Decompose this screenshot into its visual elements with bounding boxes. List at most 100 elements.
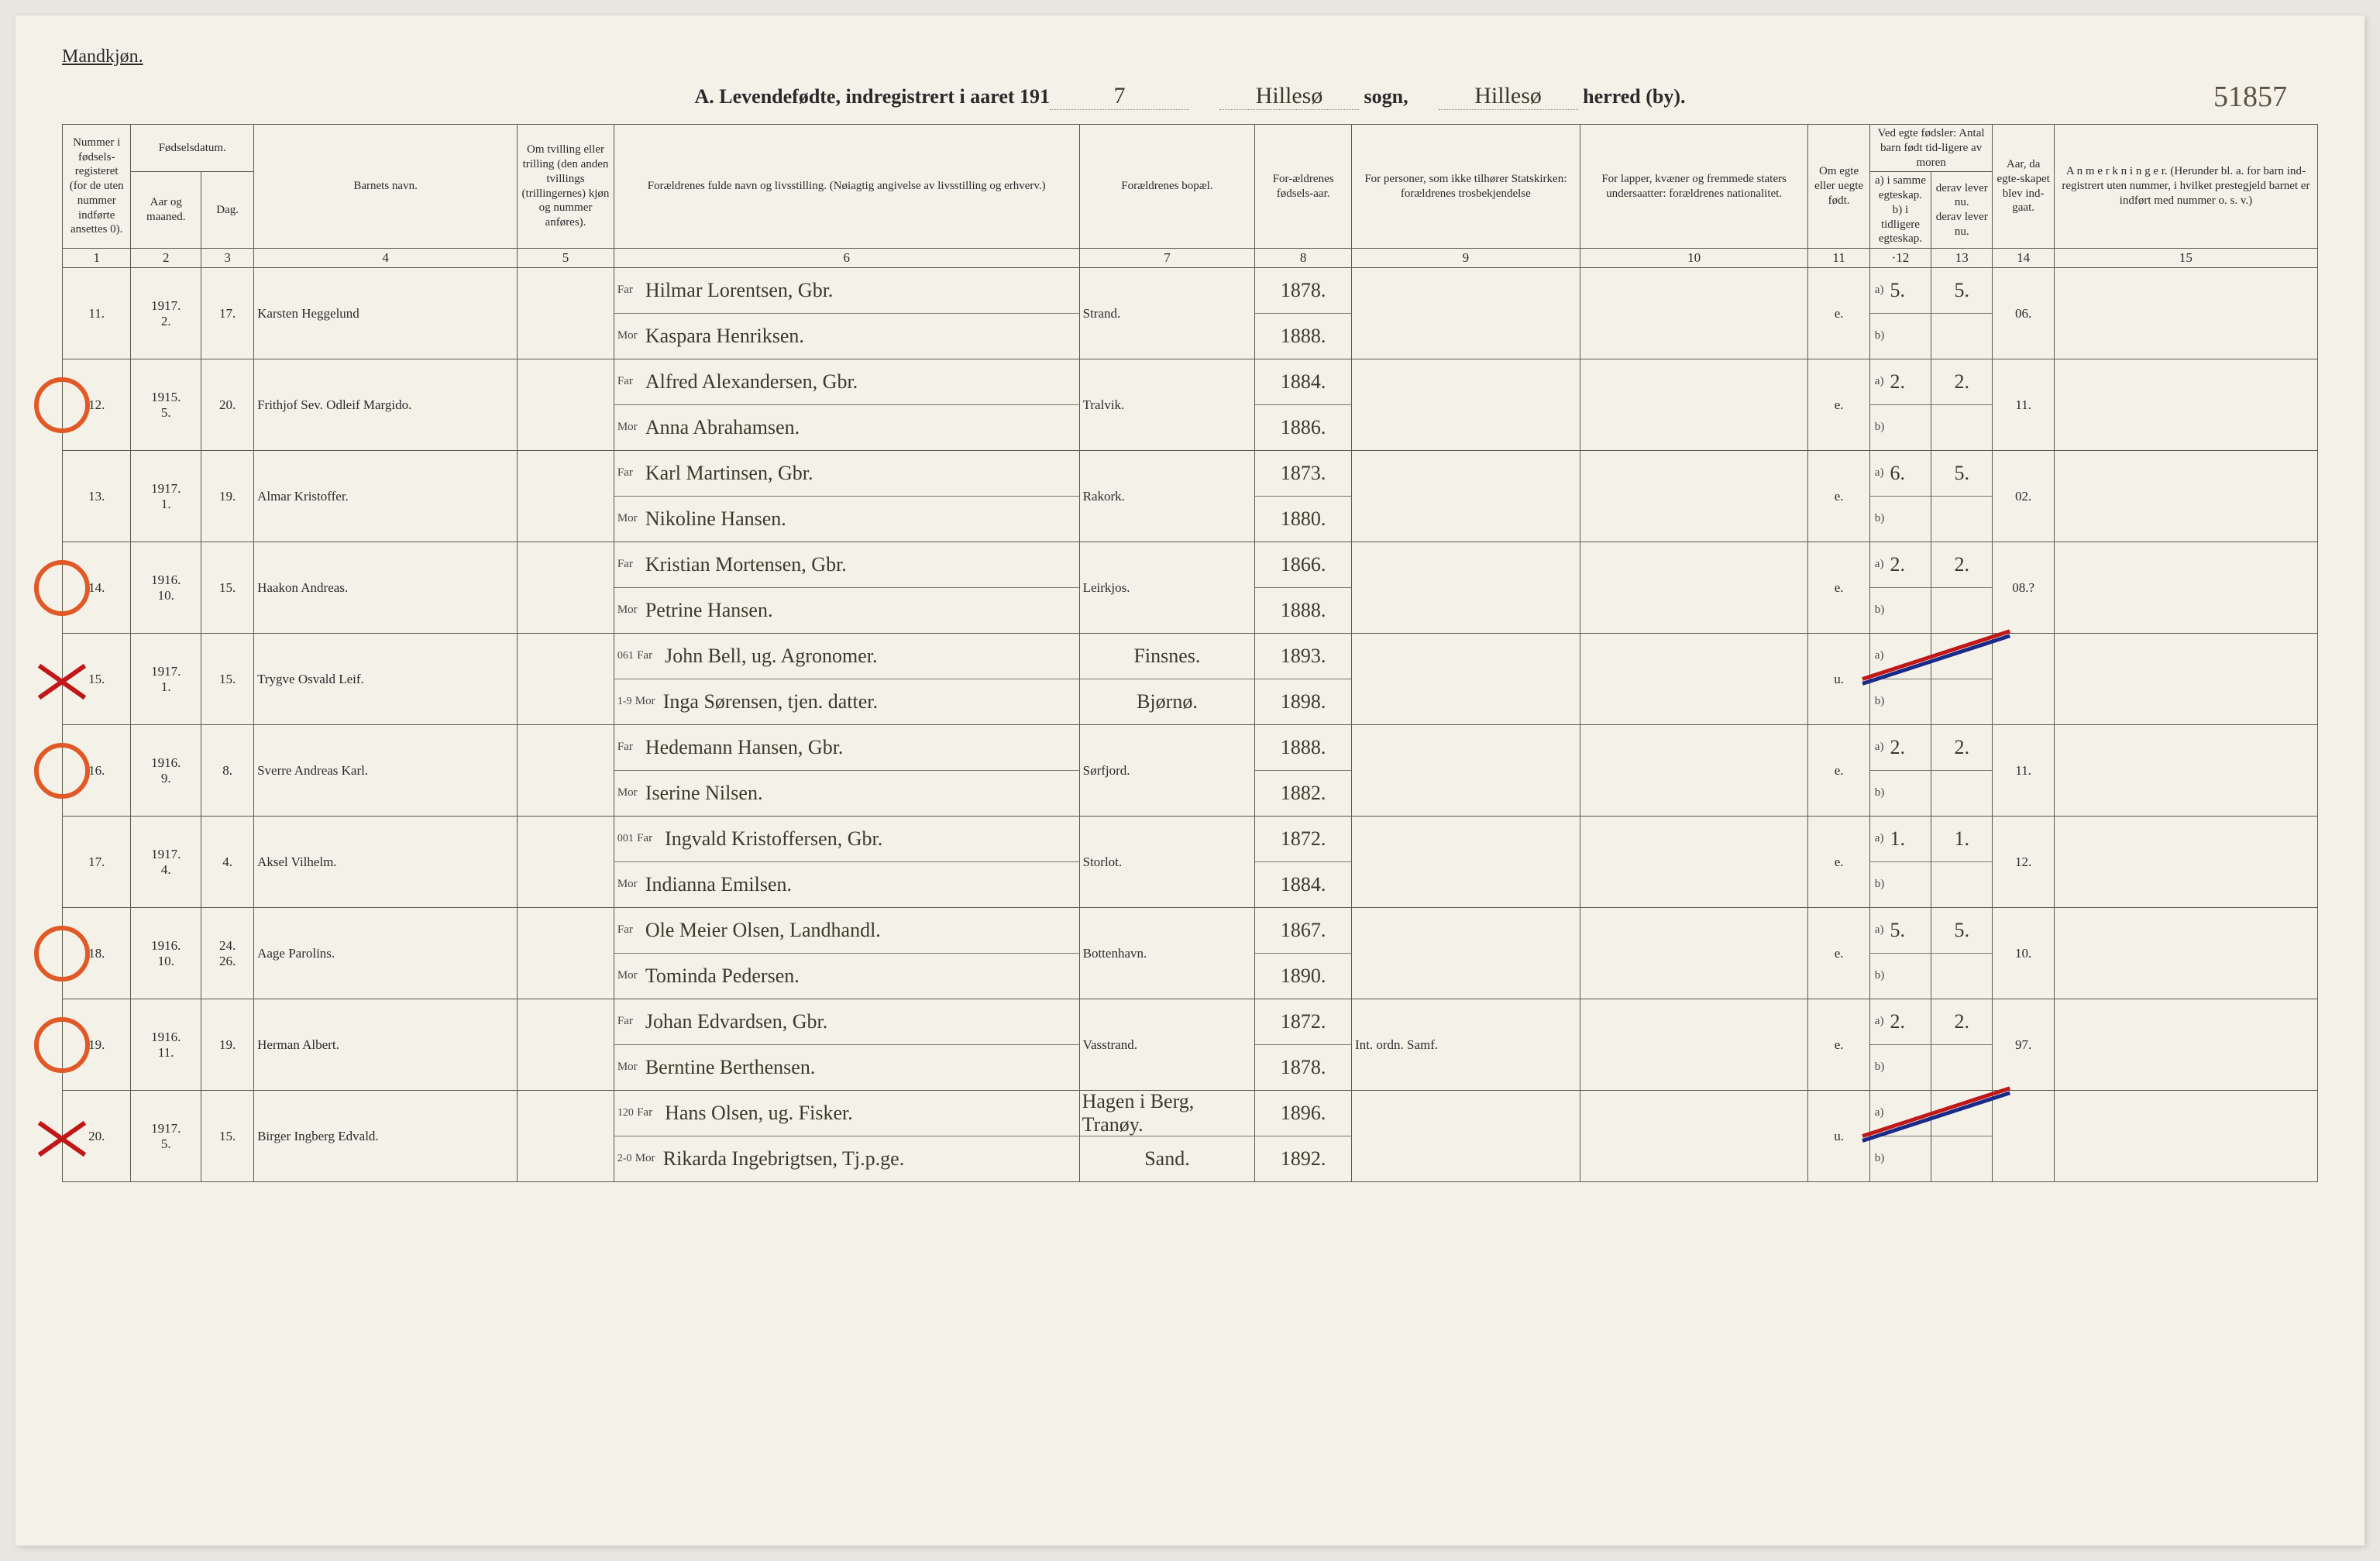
herred-value: Hillesø bbox=[1439, 83, 1578, 110]
prev-children-col: a)2.b) bbox=[1869, 999, 1931, 1091]
birth-year-month: 1917.1. bbox=[131, 451, 201, 542]
birth-day: 15. bbox=[201, 1091, 254, 1182]
ab-a-row: a)2. bbox=[1870, 542, 1931, 588]
prev-children-col: a)1.b) bbox=[1869, 817, 1931, 908]
legitimate-col: e. bbox=[1808, 725, 1869, 817]
ab-a-label: a) bbox=[1875, 923, 1884, 937]
religion-col bbox=[1352, 1091, 1580, 1182]
religion-col bbox=[1352, 542, 1580, 634]
birth-day: 20. bbox=[201, 359, 254, 451]
legitimate-col: e. bbox=[1808, 908, 1869, 999]
ab-a-label: a) bbox=[1875, 375, 1884, 388]
parents-birth-years: 1896.1892. bbox=[1255, 1091, 1352, 1182]
twin-col bbox=[518, 451, 614, 542]
child-name: Almar Kristoffer. bbox=[254, 451, 518, 542]
legitimate-col: e. bbox=[1808, 542, 1869, 634]
parents-birth-years: 1888.1882. bbox=[1255, 725, 1352, 817]
ab-a-row: a) bbox=[1870, 1091, 1931, 1136]
mother-name: Indianna Emilsen. bbox=[645, 873, 1076, 896]
far-label: Far bbox=[617, 741, 645, 754]
living-col bbox=[1931, 1091, 1993, 1182]
mother-name: Iserine Nilsen. bbox=[645, 782, 1076, 805]
entry-number: 17. bbox=[63, 817, 131, 908]
entry-number: 19. bbox=[63, 999, 131, 1091]
mother-birth-year: 1888. bbox=[1255, 588, 1351, 634]
parents-names: 001 FarIngvald Kristoffersen, Gbr.MorInd… bbox=[614, 817, 1079, 908]
prev-children-col: a)5.b) bbox=[1869, 268, 1931, 359]
title-prefix: A. Levendefødte, indregistrert i aaret 1… bbox=[695, 85, 1051, 108]
father-name: John Bell, ug. Agronomer. bbox=[665, 645, 1076, 668]
residence: Leirkjos. bbox=[1079, 542, 1255, 634]
father-birth-year: 1866. bbox=[1255, 542, 1351, 588]
ab-b-row: b) bbox=[1870, 588, 1931, 634]
ab-a-label: a) bbox=[1875, 741, 1884, 754]
sogn-label: sogn, bbox=[1364, 85, 1408, 108]
parents-birth-years: 1872.1878. bbox=[1255, 999, 1352, 1091]
ab-b-row: b) bbox=[1870, 497, 1931, 542]
col-2-top-header: Fødselsdatum. bbox=[131, 125, 254, 172]
mor-label: Mor bbox=[635, 695, 663, 708]
prev-children-col: a)b) bbox=[1869, 634, 1931, 725]
parents-birth-years: 1866.1888. bbox=[1255, 542, 1352, 634]
father-birth-year: 1873. bbox=[1255, 451, 1351, 497]
col-10-header: For lapper, kvæner og fremmede staters u… bbox=[1580, 125, 1808, 249]
father-birth-year: 1872. bbox=[1255, 817, 1351, 862]
prev-children-a: 1. bbox=[1890, 827, 1905, 851]
prev-children-a: 6. bbox=[1890, 462, 1905, 485]
column-number: 3 bbox=[201, 249, 254, 268]
mother-name: Tominda Pedersen. bbox=[645, 964, 1076, 988]
col-8-header: For-ældrenes fødsels-aar. bbox=[1255, 125, 1352, 249]
ab-a-row: a)5. bbox=[1870, 908, 1931, 954]
column-number: 8 bbox=[1255, 249, 1352, 268]
sogn-value: Hillesø bbox=[1219, 83, 1359, 110]
marriage-year: 11. bbox=[1993, 725, 2054, 817]
remarks-col bbox=[2054, 1091, 2317, 1182]
birth-day: 24.26. bbox=[201, 908, 254, 999]
legitimate-col: u. bbox=[1808, 1091, 1869, 1182]
ab-a-row: a) bbox=[1870, 634, 1931, 679]
parents-names: 061 FarJohn Bell, ug. Agronomer.1-9 MorI… bbox=[614, 634, 1079, 725]
column-numbers-row: 1234567891011·12131415 bbox=[63, 249, 2318, 268]
column-number: 15 bbox=[2054, 249, 2317, 268]
child-name: Frithjof Sev. Odleif Margido. bbox=[254, 359, 518, 451]
ab-a-row: a)2. bbox=[1870, 999, 1931, 1045]
entry-number: 11. bbox=[63, 268, 131, 359]
mother-birth-year: 1882. bbox=[1255, 771, 1351, 817]
religion-col bbox=[1352, 359, 1580, 451]
ab-a-label: a) bbox=[1875, 1106, 1884, 1119]
mother-birth-year: 1890. bbox=[1255, 954, 1351, 999]
col-1-header: Nummer i fødsels-registeret (for de uten… bbox=[63, 125, 131, 249]
prev-children-living: 5. bbox=[1931, 908, 1992, 954]
far-label: Far bbox=[617, 558, 645, 571]
nationality-col bbox=[1580, 817, 1808, 908]
table-body: 11.1917.2.17.Karsten HeggelundFarHilmar … bbox=[63, 268, 2318, 1182]
nationality-col bbox=[1580, 999, 1808, 1091]
col-12a-b: b) i tidligere egteskap. bbox=[1873, 203, 1928, 246]
legitimate-col: e. bbox=[1808, 999, 1869, 1091]
birth-year-month: 1916.9. bbox=[131, 725, 201, 817]
prev-children-a: 5. bbox=[1890, 279, 1905, 302]
far-label: Far bbox=[617, 923, 645, 937]
prev-children-living: 1. bbox=[1931, 817, 1992, 862]
column-number: 7 bbox=[1079, 249, 1255, 268]
mother-name: Petrine Hansen. bbox=[645, 599, 1076, 622]
ab-a-label: a) bbox=[1875, 649, 1884, 662]
child-name: Sverre Andreas Karl. bbox=[254, 725, 518, 817]
living-col bbox=[1931, 634, 1993, 725]
legitimate-col: e. bbox=[1808, 359, 1869, 451]
ab-b-row: b) bbox=[1870, 771, 1931, 817]
mor-label: Mor bbox=[617, 512, 645, 525]
col-13a: derav lever nu. bbox=[1935, 181, 1989, 211]
child-name: Aksel Vilhelm. bbox=[254, 817, 518, 908]
ab-b-label: b) bbox=[1875, 421, 1885, 434]
marriage-year: 02. bbox=[1993, 451, 2054, 542]
mor-label: Mor bbox=[617, 421, 645, 434]
child-name: Herman Albert. bbox=[254, 999, 518, 1091]
legitimate-col: e. bbox=[1808, 268, 1869, 359]
father-birth-year: 1872. bbox=[1255, 999, 1351, 1045]
col-6-header: Forældrenes fulde navn og livsstilling. … bbox=[614, 125, 1079, 249]
entry-number: 14. bbox=[63, 542, 131, 634]
entry-number: 20. bbox=[63, 1091, 131, 1182]
table-row: 14.1916.10.15.Haakon Andreas.FarKristian… bbox=[63, 542, 2318, 634]
residence: Tralvik. bbox=[1079, 359, 1255, 451]
